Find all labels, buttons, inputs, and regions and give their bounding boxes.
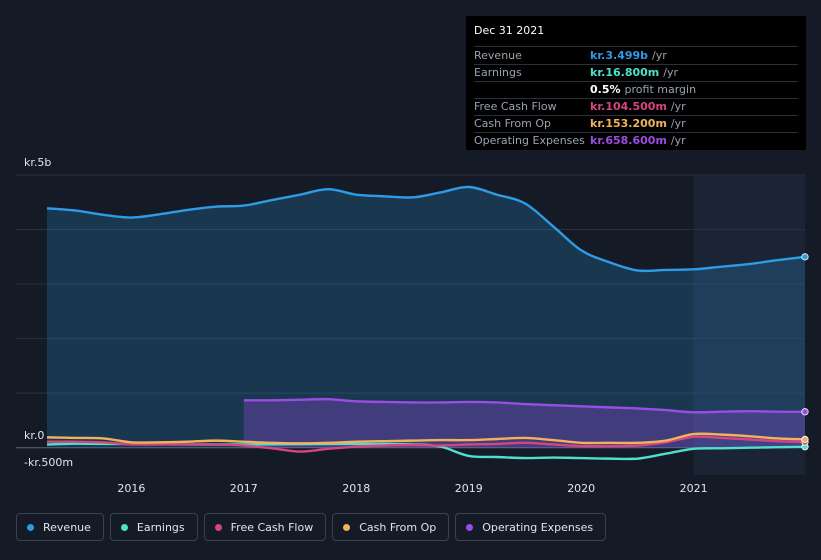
tooltip-row-unit: profit margin [624, 83, 697, 96]
legend-item-operating-expenses[interactable]: Operating Expenses [455, 513, 607, 541]
legend-label: Revenue [43, 520, 91, 534]
tooltip-panel: Dec 31 2021 Revenue kr.3.499b/yr Earnings k… [466, 16, 806, 150]
tooltip-row-unit: /yr [670, 100, 686, 113]
tooltip-row-value: kr.153.200m [590, 117, 667, 130]
y-label-bottom: -kr.500m [24, 456, 73, 469]
legend-label: Free Cash Flow [230, 520, 314, 534]
legend-label: Earnings [136, 520, 185, 534]
tooltip-row: Revenue kr.3.499b/yr [474, 48, 798, 65]
legend-dot-icon [343, 523, 351, 531]
tooltip-row-label [474, 82, 590, 98]
gridlines [16, 174, 805, 449]
legend-label: Operating Expenses [482, 520, 594, 534]
tooltip-row-label: Cash From Op [474, 117, 552, 130]
legend-item-free-cash-flow[interactable]: Free Cash Flow [203, 513, 327, 541]
x-tick-label: 2021 [680, 482, 708, 495]
tooltip-row-label: Free Cash Flow [474, 100, 557, 113]
series-lines [46, 185, 806, 461]
x-tick-label: 2017 [230, 482, 258, 495]
revenue-line [46, 185, 806, 273]
y-label-top: kr.5b [24, 156, 51, 169]
operating-expenses-area [243, 399, 806, 448]
tooltip-row-value: kr.16.800m [590, 66, 660, 79]
y-label-zero: kr.0 [24, 429, 44, 442]
tooltip-row-unit: /yr [652, 49, 667, 62]
tooltip-row: 0.5% profit margin [474, 82, 798, 99]
x-tick-label: 2016 [117, 482, 145, 495]
tooltip-row-label: Revenue [474, 49, 522, 62]
highlight-band [693, 175, 805, 475]
tooltip-row-value: 0.5% [590, 83, 621, 96]
revenue-area [47, 186, 805, 448]
tooltip-row-value: kr.3.499b [590, 49, 649, 62]
legend-dot-icon [120, 523, 128, 531]
cash-from-op-line [46, 432, 806, 445]
revenue-endpoint [801, 253, 809, 261]
legend-item-earnings[interactable]: Earnings [109, 513, 198, 541]
tooltip-date: Dec 31 2021 [474, 24, 798, 47]
tooltip-row: Free Cash Flow kr.104.500m/yr [474, 99, 798, 116]
tooltip-row-label: Earnings [474, 66, 522, 79]
chart-area: kr.5b kr.0 -kr.500m 2016 2017 2018 2019 2020… [16, 156, 809, 495]
series-areas [47, 186, 806, 448]
x-tick-label: 2020 [567, 482, 595, 495]
tooltip-row-unit: /yr [670, 117, 686, 130]
legend: Revenue Earnings Free Cash Flow Cash From O… [16, 513, 607, 541]
legend-dot-icon [27, 523, 34, 531]
legend-dot-icon [214, 523, 222, 531]
operating-expenses-line [243, 397, 806, 414]
x-axis-ticks: 2016 2017 2018 2019 2020 2021 [117, 482, 707, 495]
legend-item-revenue[interactable]: Revenue [16, 513, 104, 541]
series-endpoints [801, 253, 809, 451]
legend-item-cash-from-op[interactable]: Cash From Op [332, 513, 450, 541]
tooltip-row: Operating Expenses kr.658.600m/yr [474, 133, 798, 149]
tooltip-row-label: Operating Expenses [474, 134, 585, 147]
legend-label: Cash From Op [359, 520, 437, 534]
x-tick-label: 2019 [455, 482, 483, 495]
tooltip-row-value: kr.104.500m [590, 100, 667, 113]
tooltip-row-value: kr.658.600m [590, 134, 667, 147]
tooltip-row: Cash From Op kr.153.200m/yr [474, 116, 798, 133]
x-tick-label: 2018 [342, 482, 370, 495]
tooltip-row: Earnings kr.16.800m/yr [474, 65, 798, 82]
free-cash-flow-line [46, 435, 806, 453]
tooltip-row-unit: /yr [663, 66, 679, 79]
legend-dot-icon [466, 523, 474, 531]
cash-from-op-endpoint [801, 435, 809, 443]
operating-expenses-endpoint [801, 408, 809, 416]
tooltip-row-unit: /yr [670, 134, 686, 147]
